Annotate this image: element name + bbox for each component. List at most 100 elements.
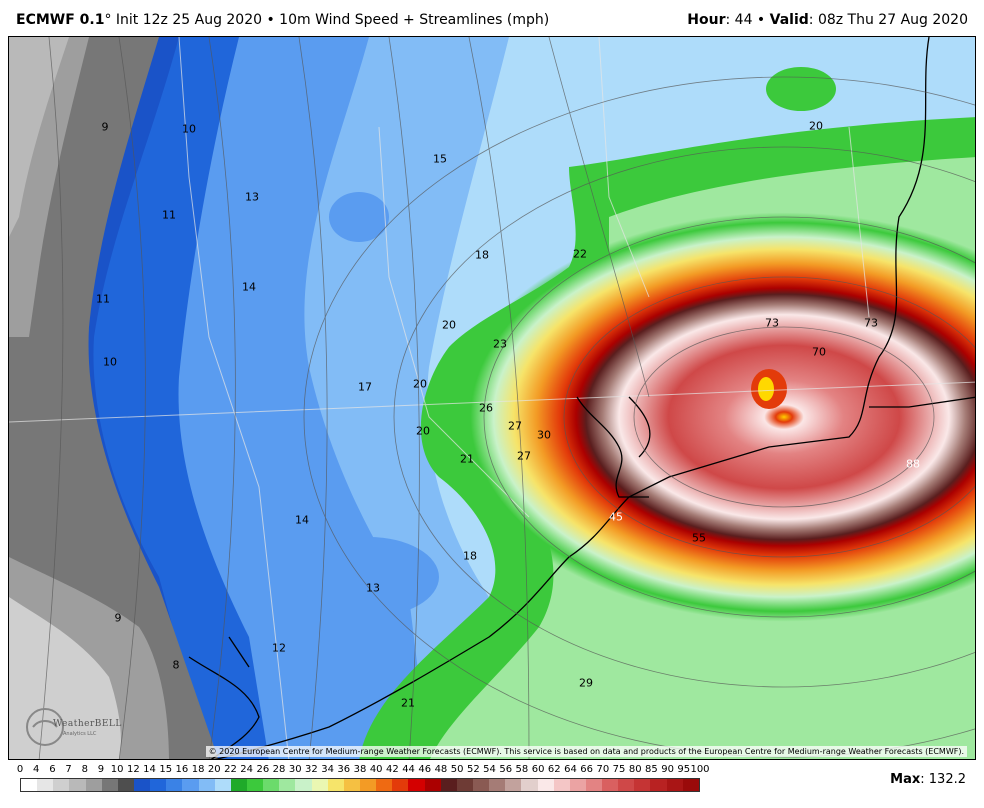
legend-tick: 28 xyxy=(272,764,286,775)
legend-swatch xyxy=(392,779,409,791)
legend-tick: 44 xyxy=(402,764,415,775)
legend-tick: 64 xyxy=(564,764,577,775)
legend-tick: 70 xyxy=(596,764,610,775)
legend-swatch xyxy=(408,779,425,791)
blue-pocket xyxy=(329,192,389,242)
legend-tick: 8 xyxy=(81,764,88,775)
legend-swatch xyxy=(295,779,312,791)
legend-swatch xyxy=(133,779,151,791)
wind-band-7 xyxy=(9,37,69,237)
contour-label: 10 xyxy=(182,122,196,136)
legend-tick: 58 xyxy=(515,764,529,775)
legend-tick: 54 xyxy=(483,764,496,775)
contour-label: 21 xyxy=(460,452,474,466)
legend-swatch xyxy=(650,779,667,791)
legend-swatch xyxy=(585,779,603,791)
contour-label: 15 xyxy=(433,152,447,166)
wind-band-6-south xyxy=(9,597,121,759)
legend-swatch xyxy=(666,779,683,791)
hour-label: Hour xyxy=(687,12,726,28)
max-label: Max xyxy=(890,772,921,787)
init-text: ° Init 12z 25 Aug 2020 • 10m Wind Speed … xyxy=(104,12,550,28)
legend-swatch xyxy=(440,779,457,791)
legend-swatch xyxy=(376,779,393,791)
valid-value: : 08z Thu 27 Aug 2020 xyxy=(808,12,968,28)
legend-swatch xyxy=(214,779,231,791)
legend-swatch xyxy=(150,779,167,791)
legend-tick: 38 xyxy=(353,764,367,775)
legend-tick: 40 xyxy=(369,764,383,775)
contour-label: 27 xyxy=(517,449,531,463)
contour-label: 73 xyxy=(765,316,779,330)
green-blob xyxy=(766,67,836,111)
contour-label: 55 xyxy=(692,531,706,545)
contour-label: 20 xyxy=(809,119,823,133)
forecast-time: Hour: 44 • Valid: 08z Thu 27 Aug 2020 xyxy=(687,12,968,28)
legend-tick: 0 xyxy=(16,764,24,775)
legend-tick: 12 xyxy=(126,764,140,775)
contour-label: 20 xyxy=(442,318,456,332)
legend-tick: 62 xyxy=(547,764,561,775)
legend-swatch xyxy=(327,779,344,791)
model-title: ECMWF 0.1° Init 12z 25 Aug 2020 • 10m Wi… xyxy=(16,12,549,28)
legend-swatch xyxy=(263,779,280,791)
contour-label: 17 xyxy=(358,380,372,394)
legend-swatch xyxy=(343,779,360,791)
legend-swatch xyxy=(569,779,586,791)
legend-swatch xyxy=(618,779,635,791)
legend-tick: 9 xyxy=(97,764,105,775)
legend-tick: 50 xyxy=(450,764,464,775)
legend-swatch xyxy=(166,779,183,791)
coastline xyxy=(188,37,975,759)
legend-tick: 18 xyxy=(191,764,205,775)
legend-tick: 48 xyxy=(434,764,448,775)
legend-swatch xyxy=(521,779,538,791)
legend-swatch xyxy=(117,779,134,791)
legend-ticks: 0 4 6 7 8 9 10 12 14 15 16 18 20 22 24 26 28 30 32 34 36 38 40… xyxy=(16,764,710,778)
contour-label: 26 xyxy=(479,401,493,415)
legend-tick: 52 xyxy=(466,764,480,775)
contour-label: 10 xyxy=(103,355,117,369)
legend-swatch xyxy=(359,779,377,791)
contour-label: 73 xyxy=(864,316,878,330)
hurricane-core xyxy=(384,157,975,677)
eye xyxy=(758,377,774,401)
contour-label: 18 xyxy=(463,549,477,563)
legend-tick: 46 xyxy=(418,764,432,775)
legend-swatch xyxy=(634,779,651,791)
contour-label: 70 xyxy=(812,345,826,359)
contour-label: 20 xyxy=(416,424,430,438)
max-value: : 132.2 xyxy=(920,772,966,787)
contour-label: 20 xyxy=(413,377,427,391)
logo-sub: Analytics LLC xyxy=(63,731,97,737)
valid-label: Valid xyxy=(769,12,809,28)
legend-swatch xyxy=(472,779,490,791)
legend-tick: 22 xyxy=(224,764,237,775)
legend-tick: 42 xyxy=(386,764,399,775)
legend-tick: 15 xyxy=(159,764,173,775)
legend-tick: 16 xyxy=(175,764,189,775)
legend-tick: 4 xyxy=(33,764,40,775)
legend-tick: 75 xyxy=(612,764,626,775)
legend-tick: 30 xyxy=(288,764,302,775)
contour-label: 30 xyxy=(537,428,551,442)
header: ECMWF 0.1° Init 12z 25 Aug 2020 • 10m Wi… xyxy=(0,0,984,36)
hour-value: : 44 • xyxy=(725,12,770,28)
legend-swatch xyxy=(682,779,699,791)
contour-label: 21 xyxy=(401,696,415,710)
legend-tick: 32 xyxy=(305,764,318,775)
wind-speed-map: 9 10 11 13 15 14 11 18 22 20 20 23 10 17 20 73 73 70 26 27 3… xyxy=(8,36,976,760)
legend-swatch xyxy=(182,779,199,791)
contour-label: 18 xyxy=(475,248,489,262)
legend-tick: 100 xyxy=(690,764,710,775)
legend-tick: 80 xyxy=(628,764,642,775)
legend-swatch xyxy=(21,779,38,791)
legend-tick: 95 xyxy=(677,764,691,775)
legend-tick: 26 xyxy=(256,764,270,775)
state-borders xyxy=(9,37,975,759)
contour-label: 27 xyxy=(508,419,522,433)
contour-label: 12 xyxy=(272,641,286,655)
model-name: ECMWF 0.1 xyxy=(16,12,105,28)
legend-tick: 85 xyxy=(645,764,658,775)
contour-label: 14 xyxy=(242,280,256,294)
